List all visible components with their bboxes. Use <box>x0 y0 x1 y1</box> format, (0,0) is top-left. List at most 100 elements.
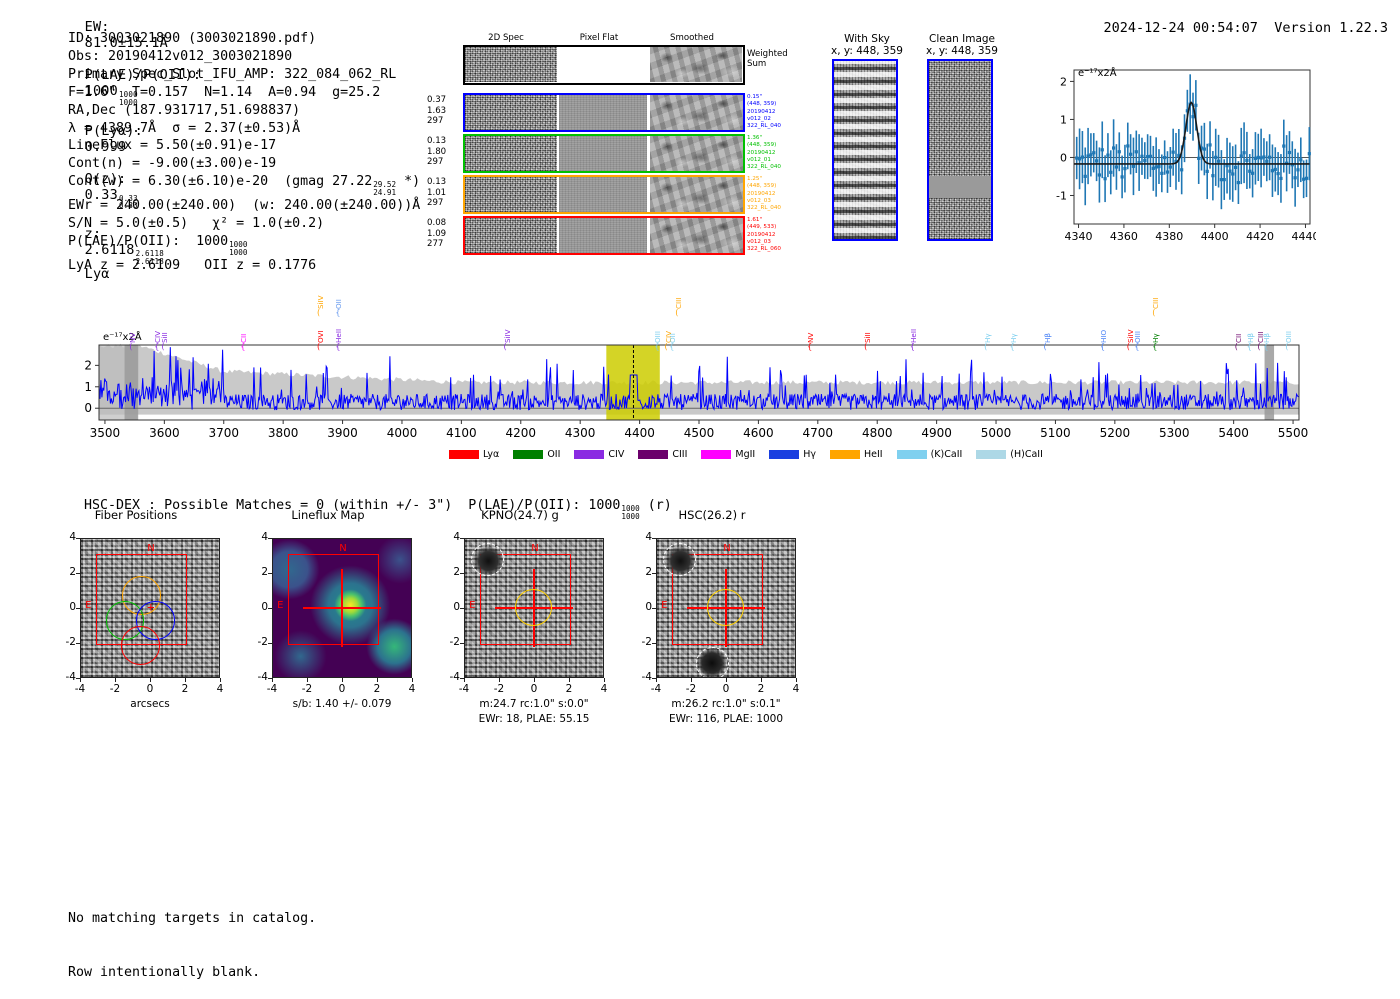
cutout-xtick-mark <box>220 678 221 682</box>
cutout-ytick: 2 <box>261 566 268 578</box>
row-pixelflat <box>559 218 647 253</box>
cutout-panel: Fiber Positions + N E 4 2 0 -2 -4 -4 -2 0 2 4 arcsecs <box>40 508 240 748</box>
exposure-row-info: 0.15" (448, 359) 20190412 v012_02 322_RL… <box>747 94 781 130</box>
ew-value: 81.0±15.1Å <box>84 35 168 51</box>
compass-east: E <box>85 599 92 611</box>
cutout-ytick-mark <box>652 643 656 644</box>
legend-item: Hγ <box>769 449 816 460</box>
emission-line-label: HeII <box>908 328 918 343</box>
emission-line-label: NV <box>128 332 138 343</box>
object-info-block: ID: 3003021890 (3003021890.pdf) Obs: 201… <box>68 30 420 275</box>
emission-line-bracket: ( <box>316 308 321 317</box>
emission-line-bracket: ( <box>1285 342 1289 351</box>
cutout-ytick-mark <box>460 643 464 644</box>
with-sky-panel: With Sky x, y: 448, 359 <box>828 33 906 241</box>
svg-text:1: 1 <box>84 380 92 394</box>
cutout-xtick: 4 <box>216 683 224 695</box>
emission-line-label: SiII <box>863 332 873 343</box>
legend-item: (K)CaII <box>896 449 962 460</box>
legend-swatch <box>574 450 605 459</box>
row-smoothed <box>650 95 743 130</box>
cutout-xtick: -4 <box>266 683 278 695</box>
emission-line-label: SiII <box>160 332 170 343</box>
cutout-ytick-mark <box>76 608 80 609</box>
plya-label: P(Lyα): <box>84 122 143 139</box>
full-spectrum-chart: 3500 3600 3700 3800 3900 4000 4100 4200 4300 4400… <box>60 268 1340 468</box>
cutout-panel: KPNO(24.7) g N E 4 2 0 -2 -4 -4 -2 0 2 4 m:24.7 rc:1.… <box>424 508 624 748</box>
row-2dspec <box>465 136 557 171</box>
twod-spec-panel: 2D Spec Pixel Flat Smoothed Weighted Sum… <box>427 33 788 258</box>
info-cont-n: Cont(n) = -9.00(±3.00)e-19 <box>68 156 277 172</box>
generated-date: 2024-12-24 00:54:07 <box>1103 20 1258 36</box>
cutout-xtick-mark <box>534 678 535 682</box>
legend-swatch <box>896 450 927 459</box>
cutout-xtick: 4 <box>408 683 416 695</box>
cutout-xlabel: arcsecs <box>130 698 170 710</box>
legend-label: MgII <box>735 449 756 460</box>
cutout-ytick: 4 <box>453 531 460 543</box>
info-seeing: F=1.6" T=0.157 N=1.14 A=0.94 g=25.2 <box>68 84 381 100</box>
svg-text:2: 2 <box>1060 75 1067 88</box>
emission-line-bracket: ( <box>503 342 507 351</box>
cutout-xtick: 0 <box>338 683 346 695</box>
legend-item: MgII <box>701 449 755 460</box>
svg-text:5200: 5200 <box>1100 426 1131 440</box>
svg-text:1: 1 <box>1060 113 1067 126</box>
legend-label: Hγ <box>803 449 816 460</box>
cutout-image[interactable]: + N E <box>80 538 220 678</box>
emission-line-label: CIII <box>674 297 684 309</box>
row-val-3: 297 <box>427 198 444 208</box>
cutout-ytick-mark <box>268 643 272 644</box>
cutout-title: Fiber Positions <box>94 508 178 522</box>
svg-text:0: 0 <box>1060 151 1067 164</box>
emission-line-bracket: { <box>1134 342 1140 351</box>
emission-line-label: OIII <box>1133 330 1143 343</box>
svg-text:4700: 4700 <box>803 426 834 440</box>
info-obs: Obs: 20190412v012_3003021890 <box>68 48 293 64</box>
info-snr-chi2: S/N = 5.0(±0.5) χ² = 1.0(±0.2) <box>68 215 325 231</box>
row-val-3: 297 <box>427 116 444 126</box>
cutout-xtick-mark <box>656 678 657 682</box>
exposure-row <box>463 93 745 132</box>
svg-text:4000: 4000 <box>387 426 418 440</box>
z-value: 2.6118 <box>84 242 135 259</box>
crosshair-vertical <box>341 569 343 647</box>
emission-line-label: SiIV <box>315 295 325 309</box>
legend-label: (H)CaII <box>1010 449 1043 460</box>
cutout-ytick: -4 <box>65 671 76 683</box>
compass-east: E <box>661 599 668 611</box>
svg-text:4500: 4500 <box>684 426 715 440</box>
cutout-ytick-mark <box>76 643 80 644</box>
plae-label: P(LAE)/P(OII): <box>84 67 202 83</box>
cutout-ytick: 2 <box>645 566 652 578</box>
spectrum-legend: Lyα OII CIV CIII MgII Hγ HeII (K)CaII (H)CaII <box>449 444 1057 463</box>
svg-text:4440: 4440 <box>1291 230 1316 243</box>
legend-swatch <box>976 450 1007 459</box>
emission-line-label: OIII <box>1284 330 1294 343</box>
cutout-xtick: -4 <box>650 683 662 695</box>
emission-line-bracket: { <box>909 342 915 351</box>
cutout-xtick: 4 <box>600 683 608 695</box>
svg-text:5300: 5300 <box>1159 426 1190 440</box>
emission-line-label: SiIV <box>502 329 512 343</box>
cutout-ytick: 2 <box>69 566 76 578</box>
legend-swatch <box>769 450 800 459</box>
cutout-panels: Fiber Positions + N E 4 2 0 -2 -4 -4 -2 0 2 4 arcsecs L… <box>40 508 840 748</box>
z-label: z: <box>84 226 102 243</box>
cutout-xtick-mark <box>412 678 413 682</box>
emission-line-bracket: ( <box>129 342 133 351</box>
emission-line-bracket: { <box>1246 342 1252 351</box>
cutout-xtick-mark <box>272 678 273 682</box>
info-primary-spec: Primary Spec_Slot_IFU_AMP: 322_084_062_R… <box>68 66 397 82</box>
emission-line-bracket: ( <box>864 342 868 351</box>
legend-swatch <box>638 450 669 459</box>
emission-line-bracket: ( <box>1043 342 1047 351</box>
weighted-sum-strip <box>463 45 745 85</box>
info-redshifts: LyA z = 2.6109 OII z = 0.1776 <box>68 257 317 273</box>
cutout-ytick-mark <box>460 608 464 609</box>
cutout-ytick-mark <box>460 678 464 679</box>
emission-line-bracket: ( <box>675 308 679 317</box>
